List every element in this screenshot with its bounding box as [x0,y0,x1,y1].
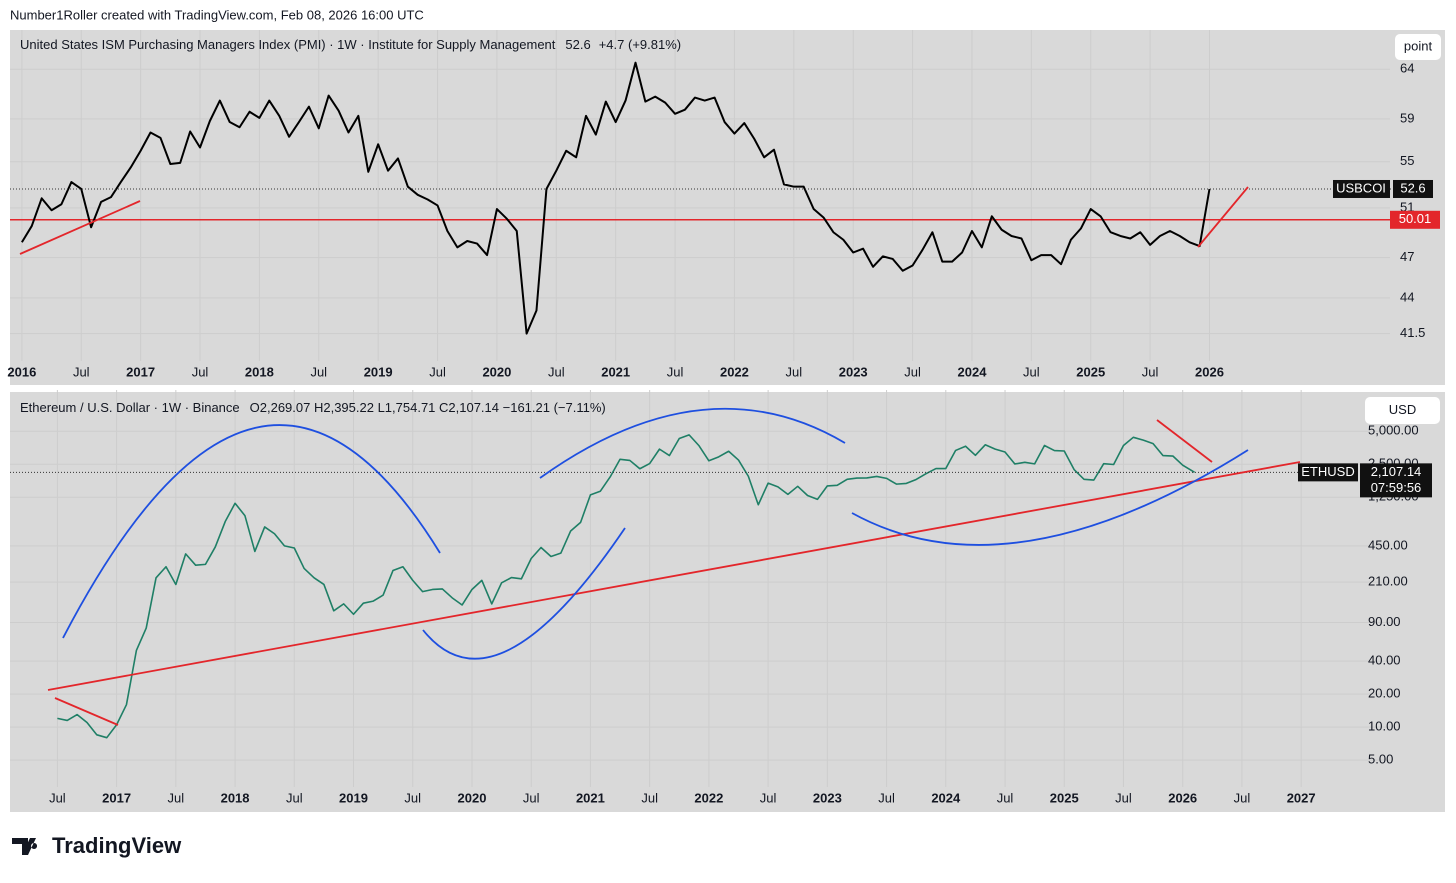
x-tick-label: Jul [404,790,421,805]
x-tick-label: 2026 [1195,364,1224,379]
x-tick-label: Jul [1234,790,1251,805]
symbol-badge-label: ETHUSD [1301,464,1354,479]
drawing [539,407,846,479]
last-value: 52.6 [565,37,590,52]
y-tick-label: 41.5 [1400,325,1425,340]
panel-layer: Jul 2017 Jul 2018 Jul 2019 Jul 2020 Jul 2021 Jul 20… [10,390,1440,805]
value-badge-label: 52.6 [1400,180,1425,195]
x-tick-label: 2018 [221,790,250,805]
x-tick-label: Jul [49,790,66,805]
series-line [21,61,1211,335]
title: United States ISM Purchasing Managers In… [20,37,556,52]
ohlc: O2,269.07 H2,395.22 L1,754.71 C2,107.14 … [250,400,606,415]
y-tick-label: 47 [1400,249,1414,264]
chart-title: Ethereum / U.S. Dollar · 1W · Binance O2,… [20,400,606,415]
symbol-badge [1333,179,1390,198]
drawing [47,461,1301,691]
ref-badge-label: 50.01 [1399,211,1432,226]
value-badge [1393,179,1433,198]
symbol-badge-label: USBCOI [1336,180,1386,195]
drawing [1156,419,1213,463]
y-tick-label: 20.00 [1368,686,1401,701]
y-tick-label: 210.00 [1368,574,1408,589]
x-tick-label: 2024 [931,790,961,805]
x-tick-label: Jul [168,790,185,805]
logo-text: TradingView [52,833,182,858]
y-tick-label: 450.00 [1368,537,1408,552]
panel-eth [10,392,1445,812]
scale-button-label[interactable]: USD [1389,402,1416,417]
y-tick-label: 59 [1400,110,1414,125]
x-tick-label: Jul [878,790,895,805]
y-tick-label: 10.00 [1368,719,1401,734]
x-tick-label: Jul [667,364,684,379]
logo-icon [12,838,38,855]
x-tick-label: Jul [760,790,777,805]
drawing [62,424,441,639]
title: Ethereum / U.S. Dollar · 1W · Binance [20,400,240,415]
x-tick-label: Jul [523,790,540,805]
y-tick-label: 44 [1400,289,1414,304]
x-tick-label: 2017 [102,790,131,805]
y-tick-label: 90.00 [1368,614,1401,629]
scale-button-label[interactable]: point [1404,38,1433,53]
chart-title: United States ISM Purchasing Managers In… [20,37,681,52]
x-tick-label: 2021 [576,790,605,805]
y-tick-label: 40.00 [1368,653,1401,668]
x-tick-label: Jul [1023,364,1040,379]
value-badge [1360,463,1432,498]
x-tick-label: 2020 [458,790,487,805]
y-tick-label: 55 [1400,153,1414,168]
x-tick-label: 2022 [720,364,749,379]
y-tick-label: 64 [1400,61,1414,76]
x-tick-label: 2020 [482,364,511,379]
y-tick-label: 5.00 [1368,752,1393,767]
x-tick-label: 2018 [245,364,274,379]
x-tick-label: 2016 [7,364,36,379]
y-tick-label: 5,000.00 [1368,423,1419,438]
x-tick-label: Jul [286,790,303,805]
drawing [54,697,119,726]
x-tick-label: 2021 [601,364,630,379]
x-tick-label: Jul [73,364,90,379]
drawing [19,200,141,255]
x-tick-label: Jul [548,364,565,379]
scale-button[interactable] [1365,397,1440,424]
symbol-badge [1298,463,1358,482]
x-tick-label: 2024 [958,364,988,379]
x-tick-label: Jul [192,364,209,379]
drawing [1197,186,1249,248]
x-tick-label: 2019 [339,790,368,805]
x-tick-label: 2019 [364,364,393,379]
y-tick-label: 51 [1400,199,1414,214]
scale-button[interactable] [1395,34,1441,60]
x-tick-label: Jul [429,364,446,379]
x-tick-label: 2017 [126,364,155,379]
ref-badge [1390,210,1440,229]
series-line [57,434,1195,739]
x-tick-label: Jul [904,364,921,379]
x-tick-label: 2026 [1168,790,1197,805]
drawing [851,449,1249,546]
x-tick-label: Jul [641,790,658,805]
attribution: Number1Roller created with TradingView.c… [10,7,424,22]
x-tick-label: Jul [997,790,1014,805]
panel-layer: 2016 Jul 2017 Jul 2018 Jul 2019 Jul 2020 Jul 2021 J… [7,30,1441,379]
x-tick-label: 2022 [694,790,723,805]
x-tick-label: Jul [786,364,803,379]
x-tick-label: 2025 [1050,790,1079,805]
x-tick-label: 2023 [839,364,868,379]
x-tick-label: Jul [310,364,327,379]
drawing [422,527,626,660]
x-tick-label: Jul [1142,364,1159,379]
change: +4.7 (+9.81%) [599,37,681,52]
x-tick-label: 2027 [1287,790,1316,805]
x-tick-label: 2023 [813,790,842,805]
value-badge-label: 2,107.14 [1371,464,1422,479]
countdown: 07:59:56 [1371,480,1422,495]
x-tick-label: Jul [1115,790,1132,805]
x-tick-label: 2025 [1076,364,1105,379]
